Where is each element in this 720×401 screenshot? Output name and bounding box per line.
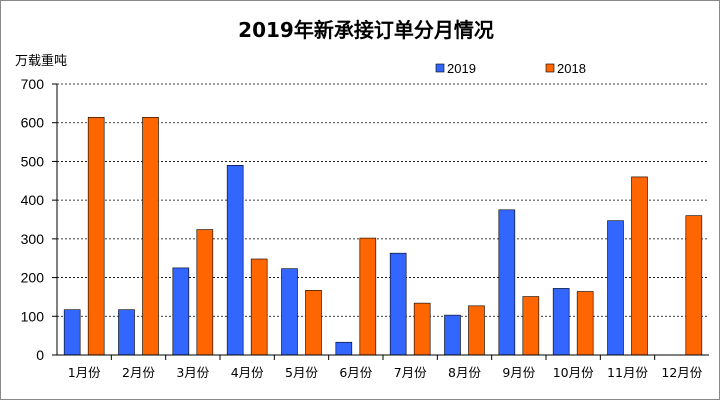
bar-2019-2 <box>118 309 135 356</box>
bar-2018-7 <box>413 302 431 356</box>
x-tick-label: 4月份 <box>231 365 264 380</box>
bar-2019-8 <box>444 314 461 356</box>
bar-2019-3 <box>172 267 190 356</box>
x-tick-label: 7月份 <box>394 365 427 380</box>
y-tick-label: 700 <box>21 76 45 92</box>
bars <box>63 116 703 356</box>
x-tick-label: 2月份 <box>122 365 155 380</box>
x-tick-label: 12月份 <box>661 365 702 380</box>
x-tick-label: 5月份 <box>285 365 318 380</box>
y-tick-label: 300 <box>21 231 45 247</box>
y-tick-label: 100 <box>21 308 45 324</box>
y-tick-label: 400 <box>21 192 45 208</box>
x-tick-labels: 1月份 2月份 3月份 4月份 5月份 6月份 7月份 8月份 9月份 10月份 11月份 12月份 <box>68 355 703 380</box>
bar-2019-9 <box>498 209 516 356</box>
x-tick-label: 10月份 <box>553 365 594 380</box>
bar-2019-4 <box>226 165 244 356</box>
legend-label-2019: 2019 <box>447 61 476 76</box>
bar-2018-3 <box>196 229 214 356</box>
bar-2019-11 <box>607 220 624 356</box>
legend: 2019 2018 <box>435 61 586 76</box>
bar-2019-7 <box>389 252 407 356</box>
bar-2018-5 <box>305 290 322 356</box>
y-tick-label: 200 <box>21 270 45 286</box>
y-tick-label: 0 <box>36 347 44 363</box>
bar-2019-5 <box>281 268 298 356</box>
bar-2018-10 <box>576 291 594 356</box>
legend-swatch-2019 <box>435 63 445 73</box>
gridlines <box>57 83 709 317</box>
y-axis-label: 万载重吨 <box>15 53 67 69</box>
x-tick-label: 6月份 <box>339 365 372 380</box>
bar-2019-1 <box>63 309 81 356</box>
x-tick-label: 9月份 <box>502 365 535 380</box>
legend-label-2018: 2018 <box>557 61 586 76</box>
bar-2018-12 <box>685 215 703 356</box>
bar-2018-1 <box>87 116 105 356</box>
x-tick-label: 11月份 <box>607 365 648 380</box>
y-tick-labels: 0 100 200 300 400 500 600 700 <box>21 76 57 363</box>
bar-2019-6 <box>335 341 353 356</box>
bar-2018-9 <box>522 296 540 356</box>
x-tick-label: 3月份 <box>176 365 209 380</box>
bar-2018-8 <box>468 305 485 356</box>
legend-swatch-2018 <box>545 63 555 73</box>
y-tick-label: 600 <box>21 115 45 131</box>
x-tick-label: 8月份 <box>448 365 481 380</box>
bar-2018-4 <box>250 258 268 356</box>
chart-title: 2019年新承接订单分月情况 <box>238 18 494 42</box>
bar-2019-10 <box>552 288 570 356</box>
y-tick-label: 500 <box>21 153 45 169</box>
bar-2018-6 <box>359 237 377 356</box>
bar-2018-11 <box>631 176 648 356</box>
bar-2018-2 <box>142 116 159 356</box>
x-tick-label: 1月份 <box>68 365 101 380</box>
